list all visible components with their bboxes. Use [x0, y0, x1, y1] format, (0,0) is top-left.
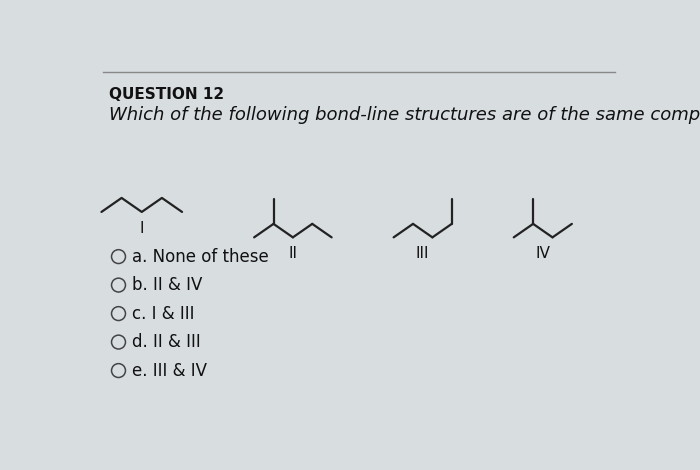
- Text: IV: IV: [536, 246, 550, 261]
- Text: e. III & IV: e. III & IV: [132, 361, 207, 380]
- Text: III: III: [416, 246, 429, 261]
- Text: d. II & III: d. II & III: [132, 333, 201, 351]
- Text: II: II: [288, 246, 298, 261]
- Text: QUESTION 12: QUESTION 12: [109, 87, 224, 102]
- Text: a. None of these: a. None of these: [132, 248, 270, 266]
- Text: I: I: [139, 221, 144, 236]
- Text: c. I & III: c. I & III: [132, 305, 195, 322]
- Text: b. II & IV: b. II & IV: [132, 276, 203, 294]
- Text: Which of the following bond-line structures are of the same compound?: Which of the following bond-line structu…: [109, 106, 700, 125]
